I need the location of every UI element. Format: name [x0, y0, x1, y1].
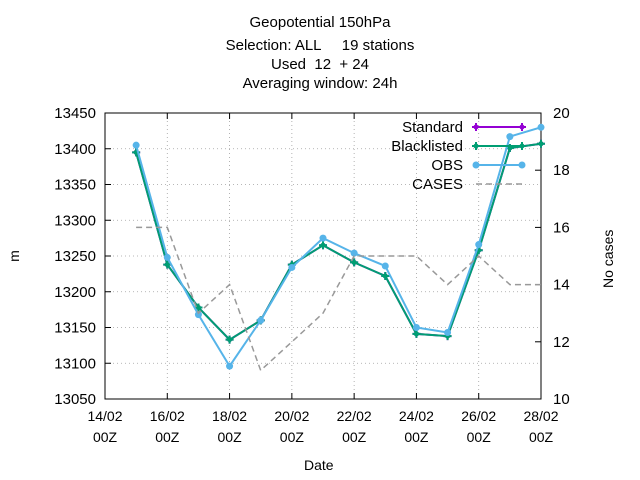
- data-point-obs: [475, 241, 483, 249]
- used-subtitle: Used 12 + 24: [271, 56, 369, 73]
- data-point-blacklisted-center: [195, 304, 201, 310]
- y-tick-label: 13300: [54, 212, 96, 229]
- legend-marker-obs: [518, 161, 526, 169]
- data-point-blacklisted-center: [382, 273, 388, 279]
- x-tick-label: 24/02: [399, 408, 434, 424]
- legend-label-standard: Standard: [402, 119, 463, 136]
- x-axis-label: Date: [304, 457, 334, 473]
- x-tick-label-time: 00Z: [404, 429, 429, 445]
- data-point-blacklisted-center: [164, 262, 170, 268]
- legend-marker-blacklisted-center: [473, 143, 479, 149]
- x-tick-label-time: 00Z: [529, 429, 554, 445]
- averaging-subtitle: Averaging window: 24h: [242, 75, 398, 92]
- x-tick-label-time: 00Z: [218, 429, 243, 445]
- y-tick-label: 13450: [54, 105, 96, 122]
- data-point-obs: [506, 133, 514, 141]
- y-tick-label: 13100: [54, 355, 96, 372]
- y-tick-label: 13400: [54, 141, 96, 158]
- x-tick-label: 26/02: [461, 408, 496, 424]
- legend-marker-standard-center: [473, 124, 479, 130]
- x-tick-label-time: 00Z: [467, 429, 492, 445]
- data-point-obs: [132, 141, 140, 149]
- legend-label-obs: OBS: [431, 157, 463, 174]
- chart-title: Geopotential 150hPa: [249, 14, 391, 31]
- y-tick-label: 13050: [54, 391, 96, 408]
- data-point-blacklisted-center: [351, 259, 357, 265]
- x-tick-label-time: 00Z: [280, 429, 305, 445]
- series-line-blacklisted: [135, 142, 542, 341]
- data-point-obs: [444, 329, 452, 337]
- data-point-obs: [288, 263, 296, 271]
- y2-tick-label: 14: [553, 277, 570, 294]
- data-point-blacklisted-center: [538, 141, 544, 147]
- data-point-obs: [226, 362, 234, 370]
- data-point-obs: [319, 234, 327, 242]
- y2-tick-label: 16: [553, 219, 570, 236]
- series-line-cases: [136, 226, 541, 372]
- legend-label-cases: CASES: [412, 176, 463, 193]
- y-tick-label: 13350: [54, 177, 96, 194]
- y2-tick-label: 10: [553, 391, 570, 408]
- data-point-blacklisted-center: [320, 242, 326, 248]
- legend-label-blacklisted: Blacklisted: [391, 138, 463, 155]
- data-point-blacklisted-center: [227, 337, 233, 343]
- data-point-obs: [381, 262, 389, 270]
- data-point-blacklisted-center: [413, 331, 419, 337]
- data-point-obs: [163, 253, 171, 261]
- x-tick-label-time: 00Z: [93, 429, 118, 445]
- x-tick-label-time: 00Z: [155, 429, 180, 445]
- series-line-obs: [135, 126, 542, 368]
- legend-marker-obs: [472, 161, 480, 169]
- data-point-obs: [257, 316, 265, 324]
- y2-tick-label: 20: [553, 105, 570, 122]
- data-point-obs: [537, 123, 545, 131]
- selection-subtitle: Selection: ALL 19 stations: [225, 37, 415, 54]
- x-tick-label: 18/02: [212, 408, 247, 424]
- data-point-obs: [350, 249, 358, 257]
- y-tick-label: 13250: [54, 248, 96, 265]
- x-tick-label-time: 00Z: [342, 429, 367, 445]
- x-tick-label: 14/02: [87, 408, 122, 424]
- x-tick-label: 20/02: [274, 408, 309, 424]
- y-tick-label: 13200: [54, 284, 96, 301]
- x-tick-label: 22/02: [337, 408, 372, 424]
- x-tick-label: 28/02: [523, 408, 558, 424]
- data-point-obs: [412, 324, 420, 331]
- data-point-obs: [194, 311, 202, 319]
- x-tick-label: 16/02: [150, 408, 185, 424]
- legend-marker-standard-center: [519, 124, 525, 130]
- legend-marker-blacklisted-center: [519, 143, 525, 149]
- y2-tick-label: 12: [553, 334, 570, 351]
- y2-tick-label: 18: [553, 162, 570, 179]
- y-tick-label: 13150: [54, 320, 96, 337]
